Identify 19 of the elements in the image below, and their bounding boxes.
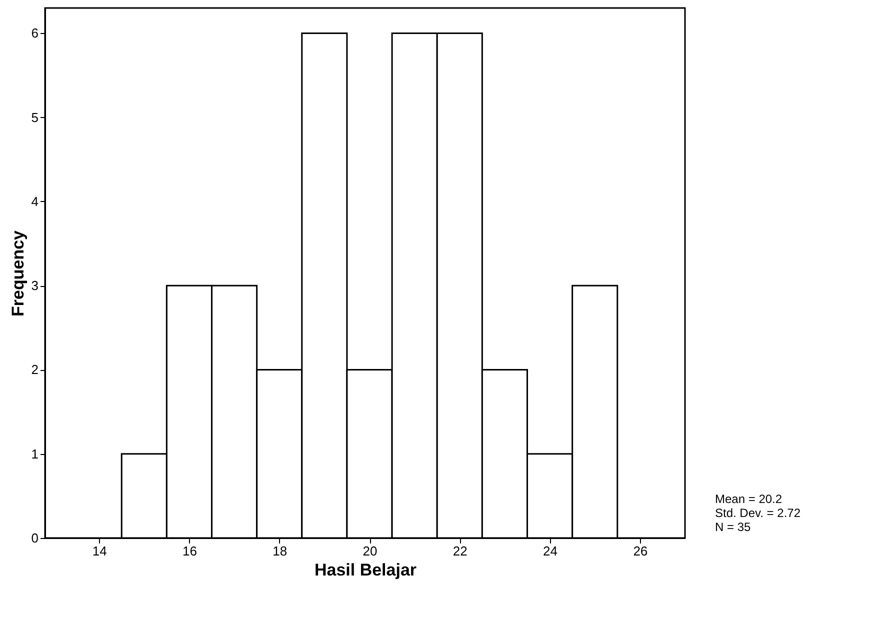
y-tick-label: 1 — [31, 446, 38, 462]
x-tick-label: 24 — [543, 544, 558, 558]
y-axis-title: Frequency — [8, 230, 28, 316]
y-tick-label: 4 — [31, 194, 38, 209]
x-tick-label: 22 — [452, 544, 468, 558]
x-tick-label: 20 — [362, 544, 378, 558]
y-tick-label: 3 — [31, 278, 38, 294]
text: Std. Dev. = 2.72 — [715, 506, 801, 520]
y-tick-label: 5 — [31, 110, 38, 125]
x-axis-title: Hasil Belajar — [314, 560, 417, 580]
x-tick-label: 18 — [272, 544, 288, 558]
x-tick-label: 16 — [182, 544, 197, 558]
text: N = 35 — [715, 520, 752, 534]
y-tick-label: 0 — [31, 530, 38, 546]
text: Mean = 20.2 — [715, 492, 782, 506]
x-tick-label: 14 — [92, 544, 107, 558]
x-tick-label: 26 — [633, 544, 648, 558]
y-tick-label: 6 — [31, 26, 38, 41]
y-tick-label: 2 — [31, 362, 38, 378]
